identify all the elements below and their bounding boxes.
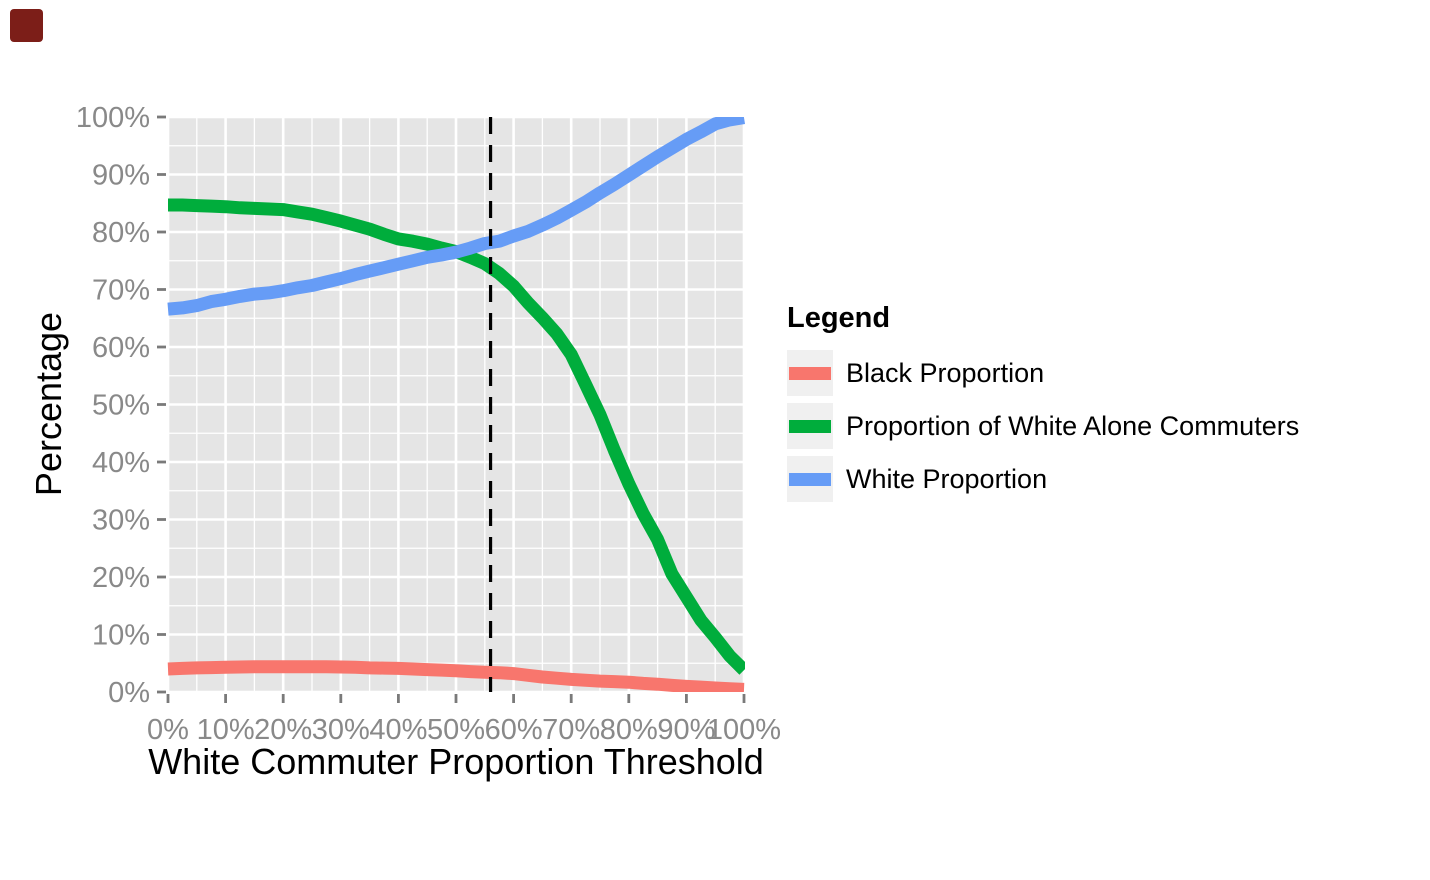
y-tick-label: 60% [92,332,150,364]
legend-item-white-proportion: White Proportion [787,456,1299,502]
white-proportion-swatch [789,472,831,486]
x-tick-label: 40% [369,714,427,746]
x-tick-label: 60% [485,714,543,746]
legend-item-white-alone-commuters: Proportion of White Alone Commuters [787,403,1299,449]
axis-ticks [157,115,746,703]
x-tick-label: 50% [427,714,485,746]
red-marker-square [10,9,43,42]
legend-title: Legend [787,302,891,334]
x-tick-label: 30% [312,714,370,746]
black-proportion-swatch [789,366,831,380]
x-tick-label: 70% [542,714,600,746]
y-tick-label: 80% [92,217,150,249]
series-line-black-proportion [167,660,745,692]
y-tick-labels: 0% 10% 20% 30% 40% 50% 60% 70% 80% 90% 100% [76,102,150,709]
y-tick-label: 10% [92,620,150,652]
legend-label: Black Proportion [846,357,1045,388]
x-tick-label: 0% [147,714,189,746]
x-tick-label: 90% [657,714,715,746]
y-tick-label: 100% [76,102,150,134]
y-tick-label: 0% [108,677,150,709]
y-tick-label: 90% [92,160,150,192]
legend: Legend Black Proportion Proportion of Wh… [787,302,1299,509]
white-alone-commuters-swatch [789,419,831,433]
y-axis-title: Percentage [28,311,69,497]
x-tick-label: 100% [707,714,781,746]
legend-key [787,456,833,502]
x-axis-title: White Commuter Proportion Threshold [148,741,764,782]
legend-key [787,350,833,396]
x-tick-label: 20% [254,714,312,746]
x-tick-label: 80% [600,714,658,746]
legend-item-black-proportion: Black Proportion [787,350,1299,396]
y-tick-label: 70% [92,275,150,307]
legend-label: White Proportion [846,463,1048,494]
legend-key [787,403,833,449]
series-line-white-proportion [167,117,745,316]
legend-label: Proportion of White Alone Commuters [846,410,1300,441]
y-tick-label: 20% [92,562,150,594]
y-tick-label: 40% [92,447,150,479]
y-tick-label: 30% [92,505,150,537]
x-tick-label: 10% [197,714,255,746]
x-tick-labels: 0% 10% 20% 30% 40% 50% 60% 70% 80% 90%100% [147,714,781,746]
y-tick-label: 50% [92,390,150,422]
